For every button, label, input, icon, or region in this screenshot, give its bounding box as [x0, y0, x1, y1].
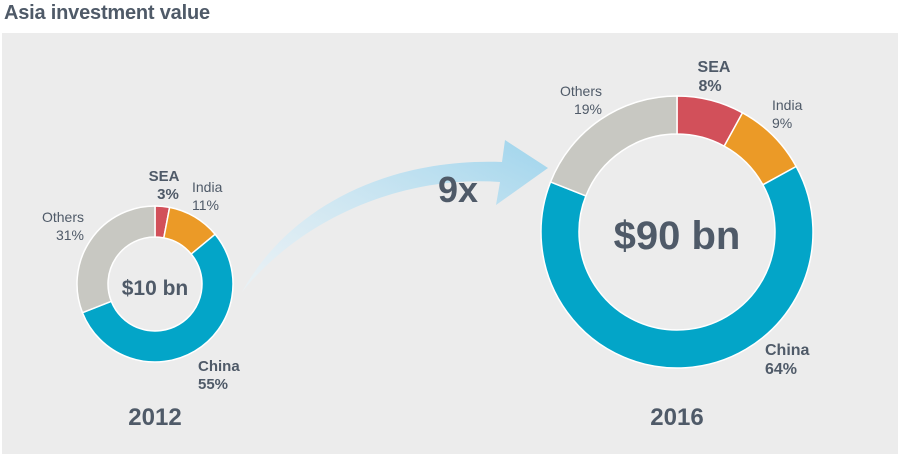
chart-title: Asia investment value — [4, 2, 210, 24]
slice-label-china-2012: China — [198, 358, 240, 375]
slice-china-2012 — [81, 233, 234, 363]
slice-label-india-2012: India — [192, 179, 223, 195]
slice-label-india-2016: India — [772, 97, 803, 113]
slice-value-others-2016: 19% — [574, 101, 602, 117]
center-total-2012: $10 bn — [122, 277, 189, 300]
slice-china-2016 — [540, 165, 814, 369]
slice-others-2016 — [549, 95, 678, 197]
slice-value-india-2016: 9% — [772, 115, 792, 131]
slice-value-china-2012: 55% — [198, 376, 228, 393]
chart-panel — [2, 33, 898, 454]
year-label-2012: 2012 — [128, 404, 181, 431]
growth-arrow — [242, 140, 548, 292]
slice-label-sea-2012: SEA — [149, 168, 180, 185]
center-total-2016: $90 bn — [614, 214, 741, 258]
donut-chart-2016 — [540, 95, 814, 369]
slice-value-india-2012: 11% — [192, 197, 219, 213]
slice-value-sea-2012: 3% — [157, 186, 179, 203]
slice-others-2012 — [76, 205, 156, 314]
slice-value-china-2016: 64% — [765, 361, 797, 378]
slice-label-others-2016: Others — [560, 83, 602, 99]
slice-label-china-2016: China — [765, 342, 810, 359]
multiplier-label: 9x — [438, 169, 478, 210]
slice-value-sea-2016: 8% — [698, 78, 721, 95]
slice-value-others-2012: 31% — [56, 227, 84, 243]
slice-label-others-2012: Others — [42, 209, 84, 225]
donut-chart-2012 — [76, 205, 234, 363]
year-label-2016: 2016 — [650, 404, 703, 431]
slice-label-sea-2016: SEA — [698, 59, 731, 76]
